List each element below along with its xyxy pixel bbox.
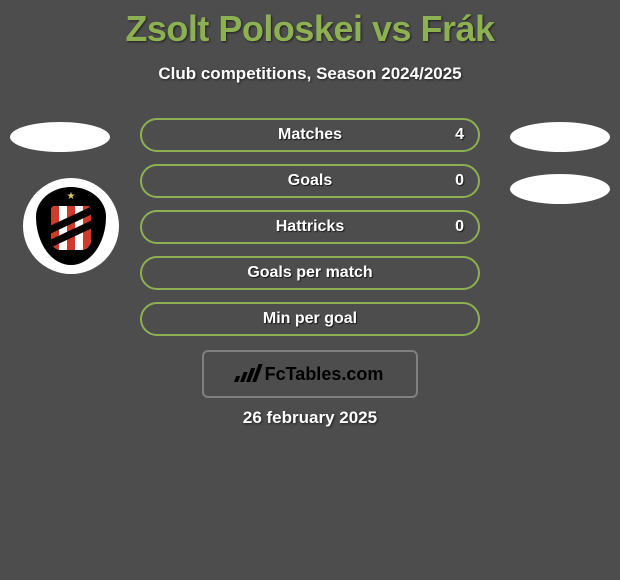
star-icon: ★ — [67, 191, 76, 202]
stat-row-hattricks: Hattricks 0 — [140, 210, 480, 244]
stat-label: Matches — [278, 126, 342, 144]
club-shield: ★ — [36, 187, 106, 265]
player-photo-right-placeholder-2 — [510, 174, 610, 204]
stat-label: Min per goal — [263, 310, 357, 328]
watermark: FcTables.com — [202, 350, 418, 398]
stat-label: Hattricks — [276, 218, 344, 236]
stat-label: Goals — [288, 172, 332, 190]
club-badge: ★ — [23, 178, 119, 274]
stat-value-right: 4 — [455, 126, 464, 144]
stat-bars: Matches 4 Goals 0 Hattricks 0 Goals per … — [140, 118, 480, 348]
stat-row-goals: Goals 0 — [140, 164, 480, 198]
infographic-root: { "title": "Zsolt Poloskei vs Frák", "su… — [0, 0, 620, 580]
shield-inner — [51, 206, 91, 250]
player-photo-left-placeholder — [10, 122, 110, 152]
stat-row-goals-per-match: Goals per match — [140, 256, 480, 290]
stat-row-matches: Matches 4 — [140, 118, 480, 152]
date-text: 26 february 2025 — [0, 408, 620, 428]
watermark-text: FcTables.com — [265, 364, 384, 385]
stat-value-right: 0 — [455, 172, 464, 190]
stat-label: Goals per match — [247, 264, 372, 282]
stat-row-min-per-goal: Min per goal — [140, 302, 480, 336]
subtitle: Club competitions, Season 2024/2025 — [0, 64, 620, 84]
page-title: Zsolt Poloskei vs Frák — [0, 0, 620, 50]
player-photo-right-placeholder-1 — [510, 122, 610, 152]
bar-chart-icon — [234, 364, 263, 382]
stat-value-right: 0 — [455, 218, 464, 236]
